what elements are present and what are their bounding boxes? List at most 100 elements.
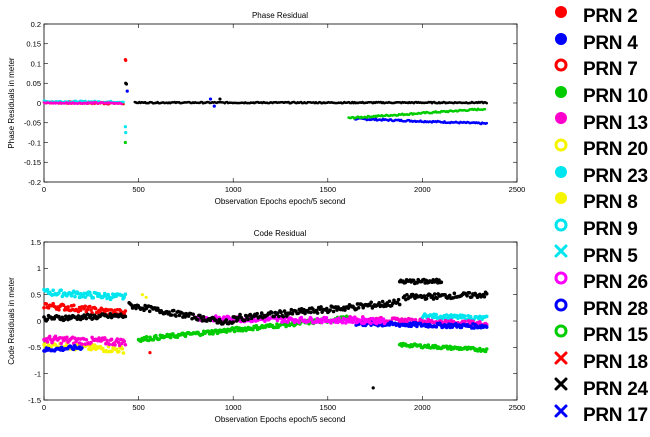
dot-marker-icon bbox=[553, 112, 571, 133]
legend: PRN 2 PRN 4 PRN 7 PRN 10 PRN 13 PRN 20 PRN 23 P… bbox=[553, 4, 650, 430]
data-point bbox=[482, 294, 487, 299]
code-y-tick-label: -1 bbox=[34, 369, 41, 378]
data-point bbox=[212, 104, 216, 108]
dot-marker-icon bbox=[553, 85, 571, 106]
data-point bbox=[285, 314, 289, 318]
data-point bbox=[42, 305, 46, 310]
data-point bbox=[113, 343, 117, 347]
data-point bbox=[147, 309, 152, 314]
data-point bbox=[123, 140, 127, 145]
data-point bbox=[484, 292, 489, 296]
phase-y-tick-label: 0 bbox=[37, 99, 41, 108]
data-point bbox=[410, 317, 414, 322]
data-point bbox=[251, 327, 255, 332]
data-point bbox=[59, 288, 63, 293]
data-point bbox=[471, 319, 475, 324]
data-point bbox=[469, 295, 474, 299]
legend-label: PRN 5 bbox=[583, 245, 638, 267]
data-point bbox=[246, 317, 250, 322]
legend-label: PRN 17 bbox=[583, 405, 648, 427]
data-point bbox=[47, 334, 52, 339]
legend-label: PRN 10 bbox=[583, 86, 648, 108]
data-point bbox=[46, 343, 51, 347]
legend-label: PRN 23 bbox=[583, 165, 648, 187]
data-point bbox=[424, 296, 429, 301]
legend-item: PRN 9 bbox=[553, 217, 650, 244]
data-point bbox=[430, 294, 435, 298]
legend-item: PRN 2 bbox=[553, 4, 650, 31]
dot-marker-icon bbox=[553, 6, 571, 26]
data-point bbox=[297, 320, 301, 325]
data-point bbox=[413, 317, 418, 322]
code-x-ticks: 0 500 1000 1500 2000 2500 bbox=[42, 242, 525, 412]
ring-marker-icon bbox=[553, 271, 571, 292]
legend-label: PRN 13 bbox=[583, 112, 648, 134]
data-point bbox=[45, 340, 50, 344]
data-point bbox=[232, 329, 237, 334]
legend-label: PRN 8 bbox=[583, 192, 638, 214]
data-point bbox=[368, 303, 372, 307]
legend-label: PRN 24 bbox=[583, 378, 648, 400]
data-point bbox=[167, 310, 171, 314]
data-point bbox=[371, 386, 375, 390]
data-point bbox=[88, 290, 92, 295]
phase-data-marks bbox=[42, 57, 489, 145]
legend-label: PRN 15 bbox=[583, 325, 648, 347]
data-point bbox=[254, 323, 259, 328]
phase-y-tick-label: 0.15 bbox=[26, 40, 41, 49]
phase-series-prn-24 bbox=[124, 81, 489, 105]
data-point bbox=[97, 336, 101, 340]
data-point bbox=[277, 314, 281, 319]
data-point bbox=[122, 339, 127, 344]
data-point bbox=[303, 311, 307, 316]
data-point bbox=[78, 308, 83, 312]
data-point bbox=[387, 299, 392, 304]
code-y-tick-label: 0 bbox=[37, 317, 41, 326]
phase-y-ticks: 0.2 0.15 0.1 0.05 0 -0.05 -0.1 -0.15 -0.2 bbox=[24, 20, 517, 187]
cross-marker-icon bbox=[553, 377, 571, 399]
data-point bbox=[134, 306, 138, 311]
data-point bbox=[484, 325, 489, 329]
data-point bbox=[116, 340, 121, 345]
phase-series-prn-13 bbox=[42, 100, 123, 106]
data-point bbox=[169, 313, 174, 317]
data-point bbox=[422, 294, 427, 298]
data-point bbox=[311, 307, 315, 312]
data-point bbox=[83, 295, 88, 299]
data-point bbox=[65, 335, 69, 340]
phase-y-tick-label: 0.1 bbox=[31, 59, 41, 68]
data-point bbox=[208, 97, 213, 101]
data-point bbox=[53, 343, 58, 347]
legend-item: PRN 4 bbox=[553, 31, 650, 58]
data-point bbox=[120, 102, 123, 106]
legend-label: PRN 26 bbox=[583, 272, 648, 294]
phase-x-tick-label: 2500 bbox=[509, 185, 526, 194]
legend-label: PRN 7 bbox=[583, 59, 638, 81]
data-point bbox=[89, 308, 93, 312]
data-point bbox=[242, 318, 247, 323]
data-point bbox=[78, 291, 83, 296]
ring-marker-icon bbox=[553, 58, 571, 79]
data-point bbox=[270, 310, 274, 315]
data-point bbox=[485, 121, 489, 125]
data-point bbox=[83, 304, 88, 309]
data-point bbox=[51, 301, 55, 306]
cross-marker-icon bbox=[553, 404, 571, 425]
data-point bbox=[51, 288, 55, 293]
code-x-tick-label: 2500 bbox=[509, 403, 526, 412]
data-point bbox=[380, 299, 385, 304]
data-point bbox=[369, 300, 373, 305]
data-point bbox=[120, 347, 125, 351]
data-point bbox=[115, 337, 120, 341]
legend-item: PRN 24 bbox=[553, 376, 650, 403]
data-point bbox=[60, 315, 65, 320]
data-point bbox=[174, 314, 178, 318]
data-point bbox=[272, 314, 277, 319]
data-point bbox=[344, 314, 349, 319]
data-point bbox=[59, 341, 63, 346]
data-point bbox=[123, 342, 128, 347]
data-point bbox=[432, 292, 437, 296]
data-point bbox=[80, 346, 84, 350]
code-x-axis-label: Observation Epochs epoch/5 second bbox=[215, 415, 346, 424]
data-point bbox=[73, 294, 77, 299]
